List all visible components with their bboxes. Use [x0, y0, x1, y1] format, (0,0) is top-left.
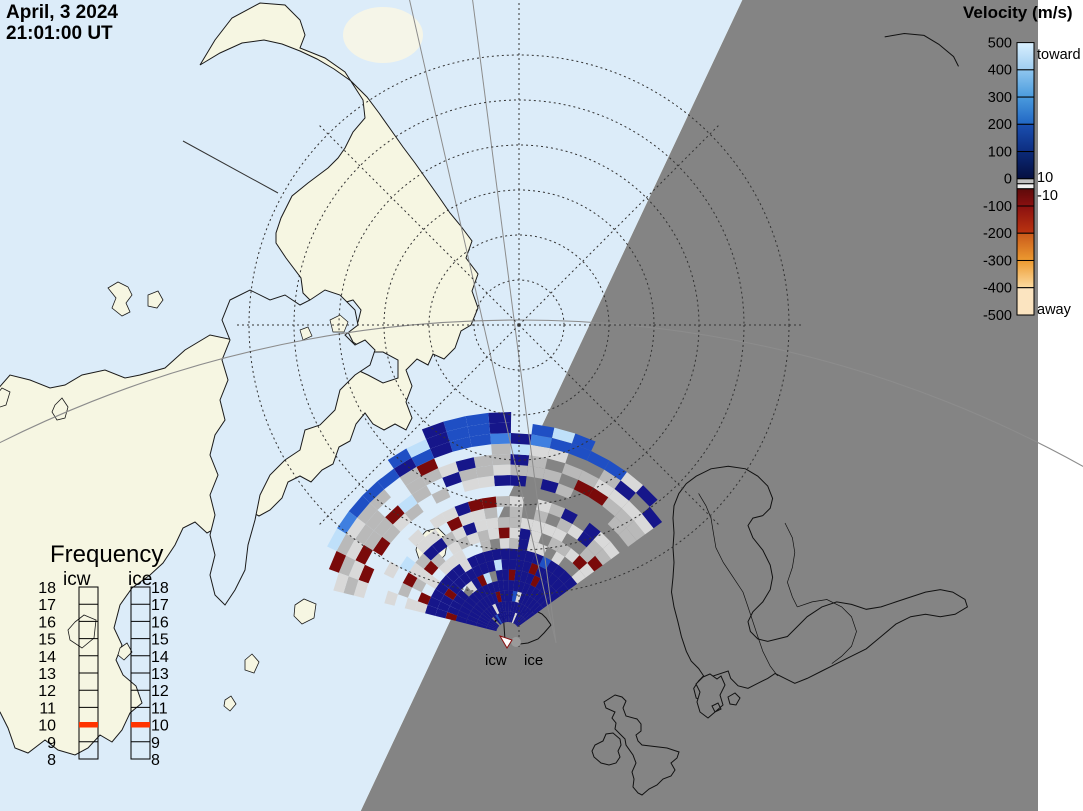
svg-text:-300: -300: [983, 253, 1012, 269]
svg-text:11: 11: [39, 700, 56, 717]
svg-text:Velocity (m/s): Velocity (m/s): [963, 3, 1073, 22]
svg-text:14: 14: [38, 649, 56, 666]
svg-text:11: 11: [151, 700, 168, 717]
svg-text:8: 8: [47, 752, 56, 769]
svg-text:-10: -10: [1037, 188, 1058, 204]
svg-text:9: 9: [151, 735, 160, 752]
svg-text:100: 100: [988, 145, 1012, 161]
svg-text:ice: ice: [524, 652, 543, 669]
svg-text:17: 17: [151, 597, 169, 614]
svg-text:10: 10: [38, 718, 56, 735]
svg-text:away: away: [1037, 302, 1072, 318]
svg-text:-100: -100: [983, 199, 1012, 215]
svg-text:toward: toward: [1037, 47, 1081, 63]
svg-text:10: 10: [151, 718, 169, 735]
svg-text:8: 8: [151, 752, 160, 769]
svg-text:10: 10: [1037, 170, 1053, 186]
svg-text:200: 200: [988, 117, 1012, 133]
svg-text:21:01:00 UT: 21:01:00 UT: [6, 23, 113, 44]
svg-text:18: 18: [38, 580, 56, 597]
svg-text:0: 0: [1004, 172, 1012, 188]
svg-text:9: 9: [47, 735, 56, 752]
svg-text:icw: icw: [485, 652, 507, 669]
svg-text:500: 500: [988, 36, 1012, 52]
svg-text:16: 16: [151, 614, 169, 631]
svg-text:-400: -400: [983, 281, 1012, 297]
svg-text:13: 13: [151, 666, 169, 683]
svg-text:-200: -200: [983, 226, 1012, 242]
svg-text:300: 300: [988, 90, 1012, 106]
svg-text:-500: -500: [983, 308, 1012, 324]
svg-text:Frequency: Frequency: [50, 541, 163, 568]
svg-text:12: 12: [151, 683, 169, 700]
svg-text:18: 18: [151, 580, 169, 597]
svg-text:April, 3 2024: April, 3 2024: [6, 2, 118, 23]
svg-text:12: 12: [38, 683, 56, 700]
svg-text:16: 16: [38, 614, 56, 631]
svg-text:14: 14: [151, 649, 169, 666]
svg-text:15: 15: [38, 632, 56, 649]
svg-text:15: 15: [151, 632, 169, 649]
svg-text:17: 17: [38, 597, 56, 614]
svg-text:13: 13: [38, 666, 56, 683]
svg-text:400: 400: [988, 63, 1012, 79]
